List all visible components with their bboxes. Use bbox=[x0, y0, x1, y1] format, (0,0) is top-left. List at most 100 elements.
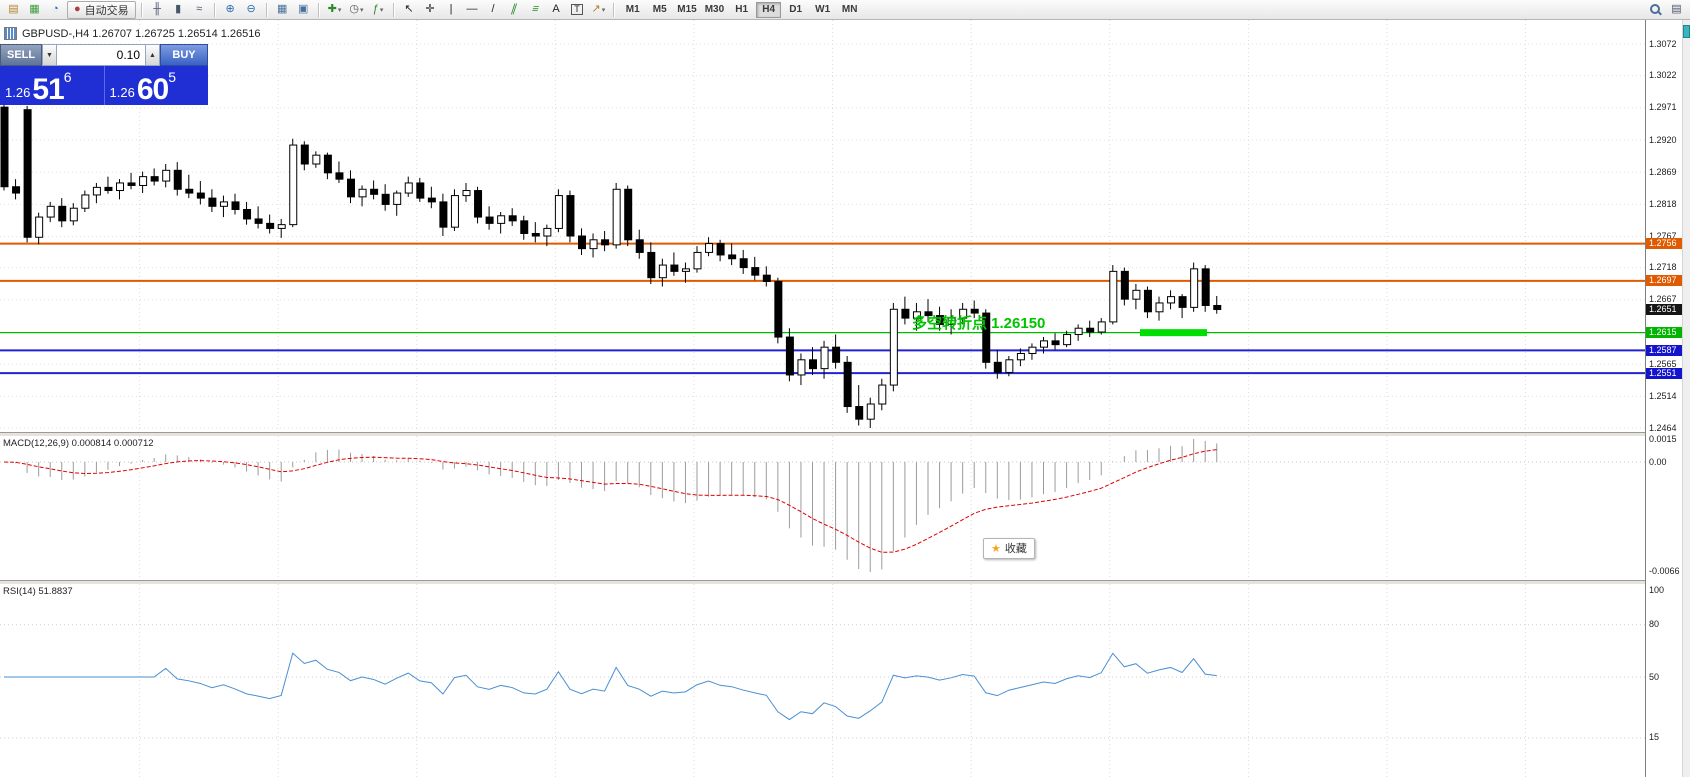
timeframe-H1[interactable]: H1 bbox=[729, 2, 754, 18]
volume-increase-button[interactable]: ▲ bbox=[145, 44, 160, 66]
profiles-button[interactable]: ▦ bbox=[25, 1, 44, 19]
candle-body bbox=[762, 274, 771, 282]
timeframe-M5[interactable]: M5 bbox=[647, 2, 672, 18]
candle-body bbox=[485, 216, 494, 224]
autotrading-icon: ● bbox=[74, 3, 81, 15]
candle-body bbox=[1109, 270, 1118, 323]
candle-body bbox=[681, 268, 690, 272]
caret-down-icon: ▾ bbox=[601, 6, 606, 14]
timeframe-W1[interactable]: W1 bbox=[810, 2, 835, 18]
trendline-icon: / bbox=[491, 3, 495, 15]
candle-body bbox=[809, 359, 817, 370]
fibonacci-icon: ≡ bbox=[530, 3, 541, 15]
refresh-button[interactable]: ◔ bbox=[46, 1, 65, 19]
toolbar-right: ▤ bbox=[1645, 0, 1687, 19]
candle-body bbox=[1040, 340, 1048, 348]
zoom-in-button[interactable]: ⊕ bbox=[221, 1, 240, 19]
sell-price-button[interactable]: 1.26 51 6 bbox=[0, 66, 105, 105]
caret-down-icon: ▾ bbox=[337, 6, 342, 14]
panel-icon: ▤ bbox=[1671, 3, 1682, 15]
panel-menu-button[interactable]: ▤ bbox=[1667, 1, 1686, 19]
tile-windows-button[interactable]: ▦ bbox=[273, 1, 292, 19]
candle-body bbox=[566, 195, 575, 237]
candle-body bbox=[635, 239, 644, 253]
macd-plot[interactable] bbox=[0, 436, 1645, 580]
line-chart-button[interactable]: ≈ bbox=[190, 1, 209, 19]
vertical-line-button[interactable]: | bbox=[442, 1, 461, 19]
toolbar-separator bbox=[613, 2, 616, 17]
text-button[interactable]: A bbox=[547, 1, 566, 19]
candle-body bbox=[23, 109, 32, 238]
channel-button[interactable]: ∥ bbox=[505, 1, 524, 19]
search-button[interactable] bbox=[1646, 1, 1665, 19]
periods-button[interactable]: ◷ ▾ bbox=[346, 1, 366, 19]
price-chart-plot[interactable] bbox=[0, 20, 1645, 432]
autotrading-button[interactable]: ● 自动交易 bbox=[67, 0, 136, 19]
cursor-button[interactable]: ↖ bbox=[400, 1, 419, 19]
arrows-button[interactable]: ↗ ▾ bbox=[589, 1, 609, 19]
new-chart-button[interactable]: ✚ ▾ bbox=[325, 1, 345, 19]
pivot-annotation: 多空转折点 1.26150 bbox=[912, 315, 1046, 332]
candle-body bbox=[670, 264, 679, 272]
macd-signal-line bbox=[3, 449, 1217, 553]
candle-body bbox=[116, 182, 124, 192]
trendline-button[interactable]: / bbox=[484, 1, 503, 19]
volume-input[interactable] bbox=[57, 44, 145, 66]
sell-price-pips: 51 bbox=[32, 72, 64, 106]
crosshair-button[interactable]: ✛ bbox=[421, 1, 440, 19]
support-price-label-1: 1.2587 bbox=[1646, 344, 1683, 356]
ohlc-bars-icon: ╫ bbox=[153, 3, 162, 15]
cascade-windows-button[interactable]: ▣ bbox=[294, 1, 313, 19]
panel-separator-macd[interactable] bbox=[0, 432, 1690, 436]
buy-price-big-figure: 1.26 bbox=[109, 85, 135, 100]
new-order-button[interactable]: ▤ bbox=[4, 1, 23, 19]
candlestick-button[interactable]: ▮ bbox=[169, 1, 188, 19]
buy-button[interactable]: BUY bbox=[160, 44, 208, 66]
scrollbar-thumb[interactable] bbox=[1683, 25, 1690, 38]
highlight-segment[interactable] bbox=[1140, 329, 1207, 337]
timeframe-H4[interactable]: H4 bbox=[756, 1, 782, 18]
chart-window: GBPUSD-,H4 1.26707 1.26725 1.26514 1.265… bbox=[0, 20, 1690, 777]
fibonacci-button[interactable]: ≡ bbox=[526, 1, 545, 19]
volume-decrease-button[interactable]: ▼ bbox=[42, 44, 57, 66]
current-price-label: 1.2651 bbox=[1646, 304, 1683, 316]
panel-separator-rsi[interactable] bbox=[0, 580, 1690, 584]
buy-price-button[interactable]: 1.26 60 5 bbox=[105, 66, 209, 105]
candle-body bbox=[993, 361, 1002, 373]
timeframe-M30[interactable]: M30 bbox=[702, 2, 727, 18]
sell-button[interactable]: SELL bbox=[0, 44, 42, 66]
timeframe-M15[interactable]: M15 bbox=[674, 2, 699, 18]
candle-body bbox=[427, 197, 436, 203]
candle-body bbox=[970, 308, 979, 314]
line-chart-icon: ≈ bbox=[196, 3, 203, 15]
candle-body bbox=[474, 190, 483, 218]
candle-body bbox=[404, 182, 413, 194]
candle-body bbox=[219, 201, 228, 207]
favorite-tag[interactable]: ★ 收藏 bbox=[983, 538, 1035, 559]
rsi-plot[interactable] bbox=[0, 584, 1645, 777]
candle-body bbox=[208, 197, 217, 207]
vertical-scrollbar[interactable] bbox=[1682, 20, 1690, 777]
candle-body bbox=[243, 208, 252, 220]
favorite-label: 收藏 bbox=[1004, 543, 1027, 555]
indicators-button[interactable]: ƒ ▾ bbox=[369, 1, 388, 19]
timeframe-M1[interactable]: M1 bbox=[620, 2, 645, 18]
candle-body bbox=[162, 169, 171, 182]
candle-body bbox=[601, 239, 610, 246]
candle-body bbox=[589, 239, 598, 250]
candle-body bbox=[982, 312, 991, 363]
price-tick-label: 1.2514 bbox=[1649, 390, 1677, 401]
horizontal-line-button[interactable]: — bbox=[463, 1, 482, 19]
candle-body bbox=[312, 154, 321, 165]
candle-body bbox=[866, 403, 875, 420]
candle-body bbox=[1190, 268, 1199, 308]
candle-body bbox=[0, 106, 9, 188]
plot-area: GBPUSD-,H4 1.26707 1.26725 1.26514 1.265… bbox=[0, 20, 1645, 777]
timeframe-D1[interactable]: D1 bbox=[783, 2, 808, 18]
price-tick-label: 1.2971 bbox=[1649, 102, 1677, 113]
text-label-button[interactable]: T bbox=[568, 1, 587, 19]
ohlc-bars-button[interactable]: ╫ bbox=[148, 1, 167, 19]
candle-body bbox=[959, 308, 968, 319]
zoom-out-button[interactable]: ⊖ bbox=[242, 1, 261, 19]
timeframe-MN[interactable]: MN bbox=[837, 2, 862, 18]
